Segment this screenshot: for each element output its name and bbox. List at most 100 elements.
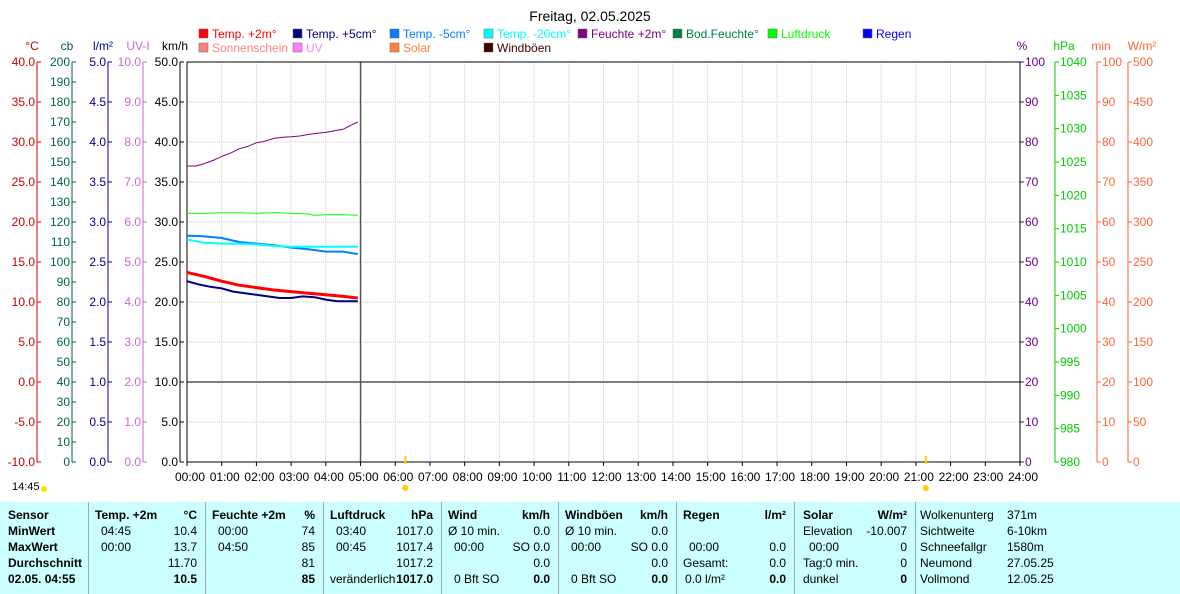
temp-max-time: 00:00 xyxy=(101,540,132,554)
left-axis-tick-label: 0.5 xyxy=(89,415,106,429)
x-axis-tick-label: 19:00 xyxy=(834,470,864,484)
right-axis-tick-label: 1025 xyxy=(1060,155,1087,169)
full-moon-value: 12.05.25 xyxy=(1007,572,1054,586)
left-axis-tick-label: 20.0 xyxy=(155,295,179,309)
solar-unit: W/m² xyxy=(877,508,907,522)
x-axis-tick-label: 23:00 xyxy=(973,470,1003,484)
right-axis-tick-label: 250 xyxy=(1133,255,1153,269)
right-axis-tick-label: 500 xyxy=(1133,55,1153,69)
chart-legend: Temp. +2m° Temp. +5cm° Temp. -5cm° Temp. -2… xyxy=(198,27,911,55)
left-axis-tick-label: 140 xyxy=(50,175,70,189)
left-axis-tick-label: 120 xyxy=(50,215,70,229)
current-time-marker xyxy=(41,486,47,492)
right-axis-tick-label: 50 xyxy=(1133,415,1147,429)
stats-panel: Sensor MinWert MaxWert Durchschnitt 02.0… xyxy=(0,502,1180,594)
left-axes: °C 40.0 35.0 30.0 25.0 20.0 15.0 10.0 5.0 0.0 -5.0… xyxy=(8,39,188,469)
humidity-unit: % xyxy=(304,508,315,522)
legend-label-bod-feuchte: Bod.Feuchte° xyxy=(686,27,759,41)
solar-day-label: Tag:0 min. xyxy=(803,556,859,570)
humidity-avg-value: 81 xyxy=(301,556,315,570)
sensor-header: Sensor xyxy=(8,508,49,522)
rain-max-value: 0.0 xyxy=(769,540,786,554)
legend-swatch-solar xyxy=(389,42,400,53)
right-axis-tick-label: 0 xyxy=(1102,455,1109,469)
gusts-beaufort: 0 Bft SO xyxy=(571,572,617,586)
right-axis-tick-label: 30 xyxy=(1025,335,1039,349)
chart-title: Freitag, 02.05.2025 xyxy=(529,8,651,24)
gusts-header: Windböen xyxy=(565,508,623,522)
temp-unit: °C xyxy=(183,508,197,522)
legend-label-luftdruck: Luftdruck xyxy=(781,27,831,41)
left-axis-tick-label: 25.0 xyxy=(155,255,179,269)
stats-gusts: Windböen km/h Ø 10 min. 0.0 00:00 SO 0.0… xyxy=(559,502,677,594)
left-axis-tick-label: 10.0 xyxy=(155,375,179,389)
left-axis-tick-label: 2.0 xyxy=(89,295,106,309)
x-axis-tick-label: 15:00 xyxy=(696,470,726,484)
gusts-unit: km/h xyxy=(639,508,668,522)
left-axis-tick-label: 0.0 xyxy=(124,455,141,469)
wind-avg-day: 0.0 xyxy=(533,556,550,570)
left-axis-tick-label: 40 xyxy=(57,375,71,389)
x-axis-tick-label: 08:00 xyxy=(453,470,483,484)
left-axis-tick-label: 0 xyxy=(63,455,70,469)
left-axis-tick-label: -10.0 xyxy=(8,455,36,469)
legend-label-feuchte-2m: Feuchte +2m° xyxy=(591,27,666,41)
left-axis-tick-label: 0.0 xyxy=(89,455,106,469)
left-axis-tick-label: 2.5 xyxy=(89,255,106,269)
right-axis-tick-label: 450 xyxy=(1133,95,1153,109)
gusts-avg-label: Ø 10 min. xyxy=(565,524,618,538)
legend-label-windb-en: Windböen xyxy=(497,41,551,55)
humidity-max-value: 85 xyxy=(301,540,315,554)
visibility-label: Sichtweite xyxy=(920,524,975,538)
left-axis-unit-km-h: km/h xyxy=(162,39,188,53)
temp-max-value: 13.7 xyxy=(173,540,197,554)
left-axis-tick-label: 150 xyxy=(50,155,70,169)
left-axis-tick-label: 5.0 xyxy=(161,415,178,429)
x-axis-tick-label: 16:00 xyxy=(730,470,760,484)
solar-day-value: 0 xyxy=(900,556,907,570)
left-axis-tick-label: 50.0 xyxy=(155,55,179,69)
left-axis-tick-label: 15.0 xyxy=(155,335,179,349)
pressure-trend: veränderlich xyxy=(330,572,396,586)
legend-swatch-temp-5cm xyxy=(389,28,400,39)
left-axis-tick-label: 0.0 xyxy=(18,375,35,389)
left-axis-unit-c: °C xyxy=(25,39,39,53)
left-axis-tick-label: 70 xyxy=(57,315,71,329)
x-axis-tick-label: 04:00 xyxy=(314,470,344,484)
legend-swatch-bod-feuchte xyxy=(672,28,683,39)
rain-max-time: 00:00 xyxy=(689,540,720,554)
rain-current-value: 0.0 xyxy=(769,572,786,586)
left-axis-tick-label: 7.0 xyxy=(124,175,141,189)
legend-swatch-feuchte-2m xyxy=(577,28,588,39)
right-axis-tick-label: 80 xyxy=(1102,135,1116,149)
x-axis-tick-label: 21:00 xyxy=(904,470,934,484)
pressure-header: Luftdruck xyxy=(330,508,386,522)
right-axis-unit-min: min xyxy=(1091,39,1110,53)
left-axis-tick-label: 3.0 xyxy=(89,215,106,229)
wind-unit: km/h xyxy=(521,508,550,522)
visibility-value: 6-10km xyxy=(1007,524,1048,538)
left-axis-tick-label: 80 xyxy=(57,295,71,309)
left-axis-tick-label: 1.5 xyxy=(89,335,106,349)
stats-pressure: Luftdruck hPa 03:40 1017.0 00:45 1017.4 … xyxy=(324,502,442,594)
gusts-avg-day: 0.0 xyxy=(651,556,668,570)
gusts-avg-value: 0.0 xyxy=(651,524,668,538)
sun-marker-dot xyxy=(402,485,409,491)
left-axis-tick-label: 190 xyxy=(50,75,70,89)
wind-max-value: SO 0.0 xyxy=(512,540,550,554)
right-axis-tick-label: 20 xyxy=(1025,375,1039,389)
wind-header: Wind xyxy=(448,508,478,522)
left-axis-tick-label: 3.5 xyxy=(89,175,106,189)
right-axis-tick-label: 10 xyxy=(1102,415,1116,429)
right-axis-tick-label: 50 xyxy=(1025,255,1039,269)
legend-swatch-windb-en xyxy=(483,42,494,53)
right-axis-tick-label: 60 xyxy=(1025,215,1039,229)
x-axis-tick-label: 07:00 xyxy=(418,470,448,484)
left-axis-tick-label: 1.0 xyxy=(89,375,106,389)
sensor-avg-label: Durchschnitt xyxy=(8,556,83,570)
right-axis-tick-label: 70 xyxy=(1102,175,1116,189)
left-axis-tick-label: 0.0 xyxy=(161,455,178,469)
x-axis-ticks: 00:00 01:00 02:00 03:00 04:00 05:00 06:00 07:00… xyxy=(175,456,1038,491)
temp-avg-value: 11.70 xyxy=(167,556,197,570)
left-axis-unit-uv-i: UV-I xyxy=(126,39,149,53)
